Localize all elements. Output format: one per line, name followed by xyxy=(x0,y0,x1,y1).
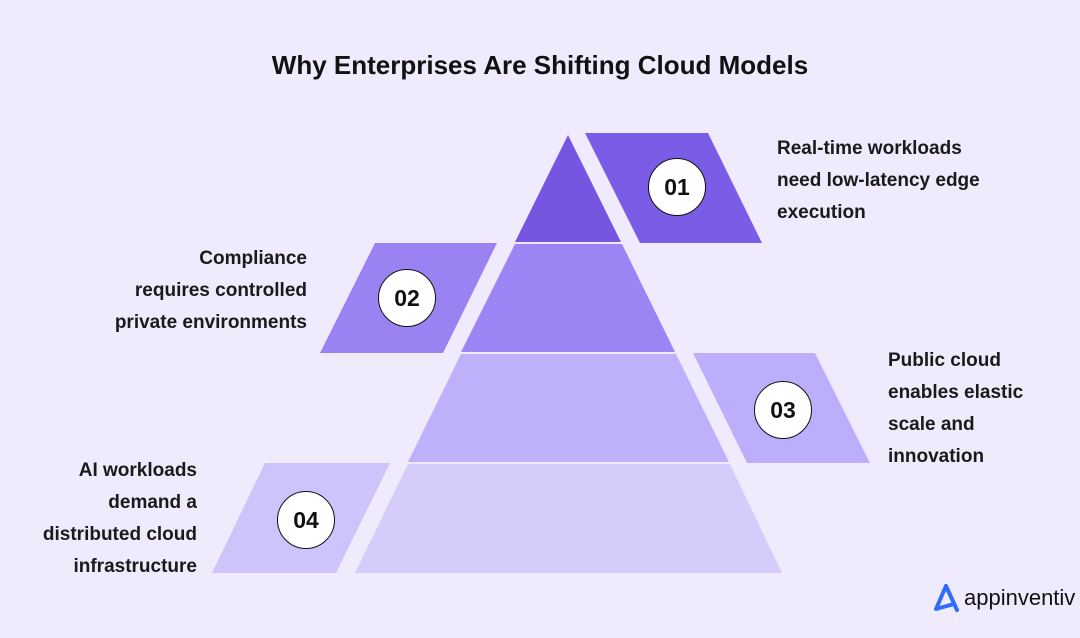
step-number-02: 02 xyxy=(378,269,436,327)
pyramid-layer-2 xyxy=(461,244,675,352)
appinventiv-logo: appinventiv xyxy=(932,584,1075,612)
pyramid-layer-4 xyxy=(355,464,782,573)
step-number-03: 03 xyxy=(754,381,812,439)
step-text-04: AI workloads demand a distributed cloud inf… xyxy=(42,460,197,577)
pyramid-layer-3 xyxy=(408,354,729,462)
logo-text: appinventiv xyxy=(964,585,1076,610)
step-text-02: Compliance requires controlled private env… xyxy=(114,248,307,333)
step-text-01: Real-time workloads need low-latency edge… xyxy=(777,138,980,223)
step-text-03: Public cloud enables elastic scale and inno… xyxy=(888,350,1024,467)
page-title: Why Enterprises Are Shifting Cloud Model… xyxy=(271,50,809,80)
step-number-01: 01 xyxy=(648,158,706,216)
pyramid-layer-1 xyxy=(515,135,621,242)
appinventiv-logo-icon xyxy=(934,584,959,612)
step-number-04: 04 xyxy=(277,491,335,549)
